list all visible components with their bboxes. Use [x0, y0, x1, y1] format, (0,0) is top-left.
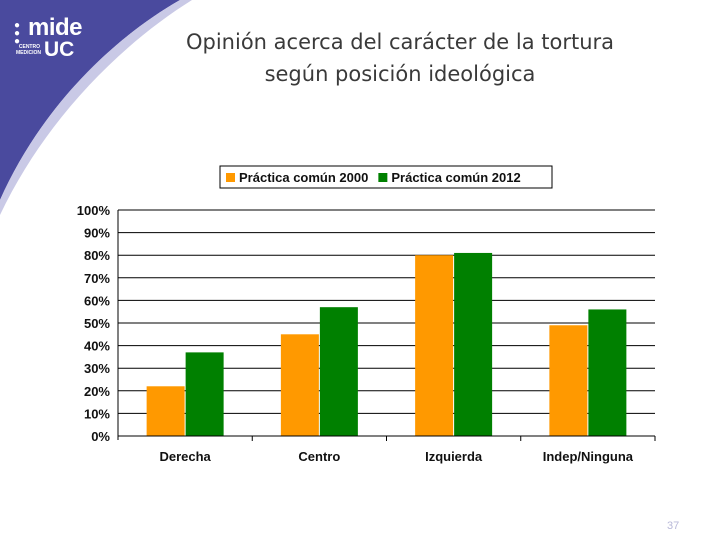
legend-swatch-2000 — [226, 173, 235, 182]
bar-2012 — [454, 252, 493, 436]
legend-swatch-2012 — [378, 173, 388, 182]
y-tick-label: 50% — [84, 316, 110, 331]
x-category-label: Indep/Ninguna — [543, 449, 634, 464]
logo-small-text: CENTRO MEDICION — [16, 44, 41, 56]
legend-label: Práctica común 2012 — [391, 170, 520, 185]
bar-2000 — [146, 386, 185, 436]
bar-2012 — [185, 352, 224, 436]
bar-2000 — [280, 334, 319, 436]
slide-title-line1: Opinión acerca del carácter de la tortur… — [185, 30, 615, 54]
page-number: 37 — [667, 520, 680, 532]
slide-title-line2: según posición ideológica — [264, 62, 536, 86]
bar-2012 — [588, 309, 627, 436]
logo-uc: UC — [44, 38, 75, 61]
x-category-label: Derecha — [159, 449, 211, 464]
x-category-label: Centro — [298, 449, 340, 464]
bar-2012 — [319, 307, 358, 436]
y-tick-label: 40% — [84, 339, 110, 354]
y-tick-label: 10% — [84, 406, 110, 421]
bar-2000 — [549, 325, 588, 436]
slide-title: Opinión acerca del carácter de la tortur… — [120, 26, 680, 90]
axes: 0% 10% 20% 30% 40% 50% 60% 70% 80% 90% 100% Derecha… — [77, 203, 656, 464]
y-tick-label: 100% — [77, 203, 111, 218]
bar-2000 — [415, 255, 454, 436]
logo-dots-icon: ● ● ● — [14, 20, 20, 47]
y-tick-label: 80% — [84, 248, 110, 263]
y-tick-label: 0% — [91, 429, 110, 444]
y-tick-label: 20% — [84, 384, 110, 399]
y-tick-label: 30% — [84, 361, 110, 376]
chart-legend: Práctica común 2000 Práctica común 2012 — [219, 165, 553, 189]
mide-uc-logo: ● ● ● mide CENTRO MEDICION UC — [14, 12, 84, 64]
x-category-label: Izquierda — [425, 449, 483, 464]
y-tick-label: 90% — [84, 226, 110, 241]
y-tick-label: 60% — [84, 293, 110, 308]
logo-word: mide — [28, 14, 83, 41]
legend-label: Práctica común 2000 — [239, 170, 368, 185]
bars — [146, 252, 627, 436]
y-tick-label: 70% — [84, 271, 110, 286]
